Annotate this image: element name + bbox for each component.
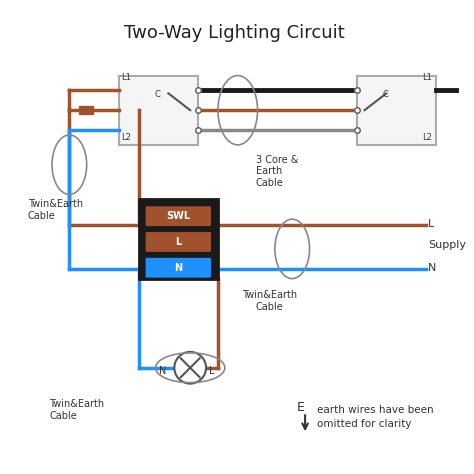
- Text: 3 Core &
Earth
Cable: 3 Core & Earth Cable: [255, 155, 298, 188]
- Text: L1: L1: [121, 73, 131, 82]
- FancyBboxPatch shape: [146, 206, 211, 226]
- Text: Twin&Earth
Cable: Twin&Earth Cable: [242, 291, 297, 312]
- Text: Two-Way Lighting Circuit: Two-Way Lighting Circuit: [124, 24, 345, 42]
- Bar: [356, 75, 436, 145]
- Text: L2: L2: [422, 133, 432, 142]
- Text: SWL: SWL: [166, 211, 191, 221]
- Bar: [79, 106, 93, 114]
- Text: L1: L1: [422, 73, 432, 82]
- Text: N: N: [174, 263, 182, 273]
- Bar: [139, 200, 218, 279]
- Text: E: E: [297, 401, 305, 414]
- Circle shape: [174, 352, 206, 383]
- Text: C: C: [155, 91, 160, 100]
- Text: earth wires have been
omitted for clarity: earth wires have been omitted for clarit…: [317, 405, 434, 429]
- Text: L: L: [209, 366, 215, 376]
- Text: Twin&Earth
Cable: Twin&Earth Cable: [28, 200, 83, 221]
- Text: Supply: Supply: [428, 240, 466, 250]
- FancyBboxPatch shape: [146, 258, 211, 278]
- FancyBboxPatch shape: [146, 232, 211, 252]
- Text: L2: L2: [121, 133, 131, 142]
- Text: C: C: [383, 91, 388, 100]
- Text: L: L: [175, 237, 182, 247]
- Text: Twin&Earth
Cable: Twin&Earth Cable: [49, 400, 105, 421]
- Text: N: N: [428, 263, 436, 273]
- Text: N: N: [159, 366, 166, 376]
- Text: L: L: [428, 219, 434, 229]
- Bar: [119, 75, 198, 145]
